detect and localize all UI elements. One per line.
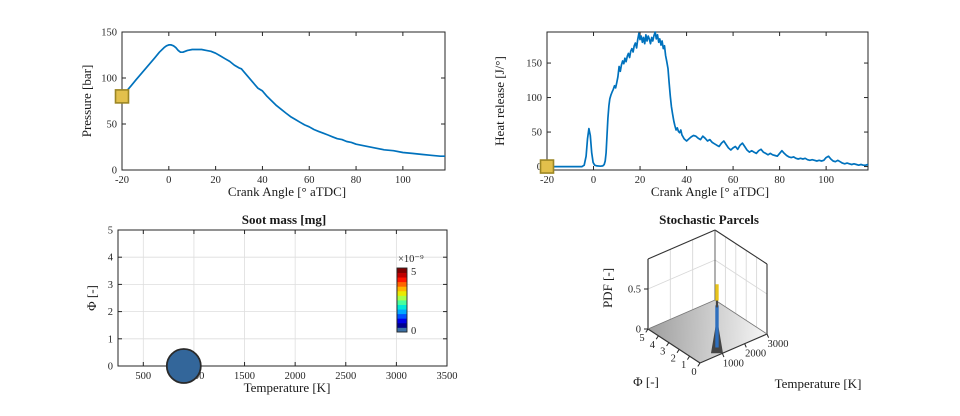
svg-text:5: 5: [639, 333, 644, 344]
svg-text:0: 0: [411, 326, 416, 337]
soot-mass-ylabel: Φ [-]: [84, 285, 99, 311]
svg-text:0: 0: [591, 175, 596, 186]
parcels-phi-label: Φ [-]: [633, 374, 659, 389]
svg-text:2000: 2000: [745, 349, 766, 360]
svg-text:0: 0: [112, 166, 117, 177]
svg-text:100: 100: [395, 175, 411, 186]
svg-text:150: 150: [101, 28, 117, 39]
svg-text:×10⁻⁹: ×10⁻⁹: [398, 254, 424, 265]
heat-release-start-marker: [539, 159, 555, 174]
soot-colorbar: 5 0 ×10⁻⁹: [396, 254, 424, 337]
svg-text:3: 3: [660, 347, 665, 358]
svg-text:100: 100: [526, 93, 542, 104]
svg-text:2000: 2000: [285, 371, 306, 382]
svg-text:80: 80: [351, 175, 362, 186]
svg-text:3000: 3000: [386, 371, 407, 382]
svg-text:4: 4: [650, 340, 656, 351]
heat-release-plot: -20 0 20 40 60 80 100 0 50 100 150: [526, 31, 869, 186]
svg-text:60: 60: [728, 175, 739, 186]
svg-text:3500: 3500: [437, 371, 458, 382]
soot-mass-xlabel: Temperature [K]: [243, 380, 331, 395]
svg-text:60: 60: [304, 175, 315, 186]
svg-text:0: 0: [108, 362, 113, 373]
svg-text:2: 2: [671, 353, 676, 364]
svg-text:0: 0: [166, 175, 171, 186]
parcels-title: Stochastic Parcels: [659, 212, 759, 227]
svg-text:-20: -20: [540, 175, 554, 186]
svg-text:2500: 2500: [335, 371, 356, 382]
parcels-zlabel: PDF [-]: [600, 267, 615, 309]
pressure-start-marker: [114, 89, 130, 104]
heat-release-ylabel: Heat release [J/°]: [492, 56, 507, 146]
svg-text:500: 500: [135, 371, 151, 382]
heat-release-line: [547, 31, 869, 168]
svg-text:2: 2: [108, 307, 113, 318]
parcel-spike-blue: [715, 305, 719, 348]
pressure-line: [121, 44, 445, 158]
svg-text:100: 100: [818, 175, 834, 186]
svg-text:50: 50: [532, 128, 543, 139]
svg-text:40: 40: [257, 175, 268, 186]
svg-text:1000: 1000: [723, 358, 744, 369]
soot-mass-title: Soot mass [mg]: [241, 212, 327, 227]
svg-text:0: 0: [537, 162, 542, 173]
svg-text:5: 5: [411, 267, 416, 278]
parcels-temp-label: Temperature [K]: [774, 376, 862, 391]
svg-text:0: 0: [691, 367, 696, 378]
svg-text:100: 100: [101, 74, 117, 85]
svg-text:80: 80: [774, 175, 785, 186]
svg-text:0.5: 0.5: [628, 285, 641, 296]
svg-text:1: 1: [108, 334, 113, 345]
svg-text:40: 40: [681, 175, 692, 186]
svg-text:0: 0: [636, 325, 641, 336]
soot-mass-plot: 50010001500200025003000350001234550×10⁻⁹: [108, 226, 458, 384]
soot-mass-data-point: [165, 348, 202, 384]
heat-release-xlabel: Crank Angle [° aTDC]: [650, 184, 770, 199]
svg-text:5: 5: [108, 226, 113, 237]
pressure-xlabel: Crank Angle [° aTDC]: [227, 184, 347, 199]
svg-text:50: 50: [107, 120, 118, 131]
svg-text:20: 20: [635, 175, 646, 186]
svg-text:1: 1: [681, 360, 686, 371]
svg-text:3: 3: [108, 280, 113, 291]
svg-text:3000: 3000: [768, 339, 789, 350]
svg-text:1500: 1500: [234, 371, 255, 382]
svg-text:4: 4: [108, 253, 114, 264]
parcel-spike-yellow: [715, 284, 719, 301]
svg-text:-20: -20: [115, 175, 129, 186]
svg-text:20: 20: [210, 175, 221, 186]
pressure-ylabel: Pressure [bar]: [79, 64, 94, 138]
svg-text:150: 150: [526, 59, 542, 70]
